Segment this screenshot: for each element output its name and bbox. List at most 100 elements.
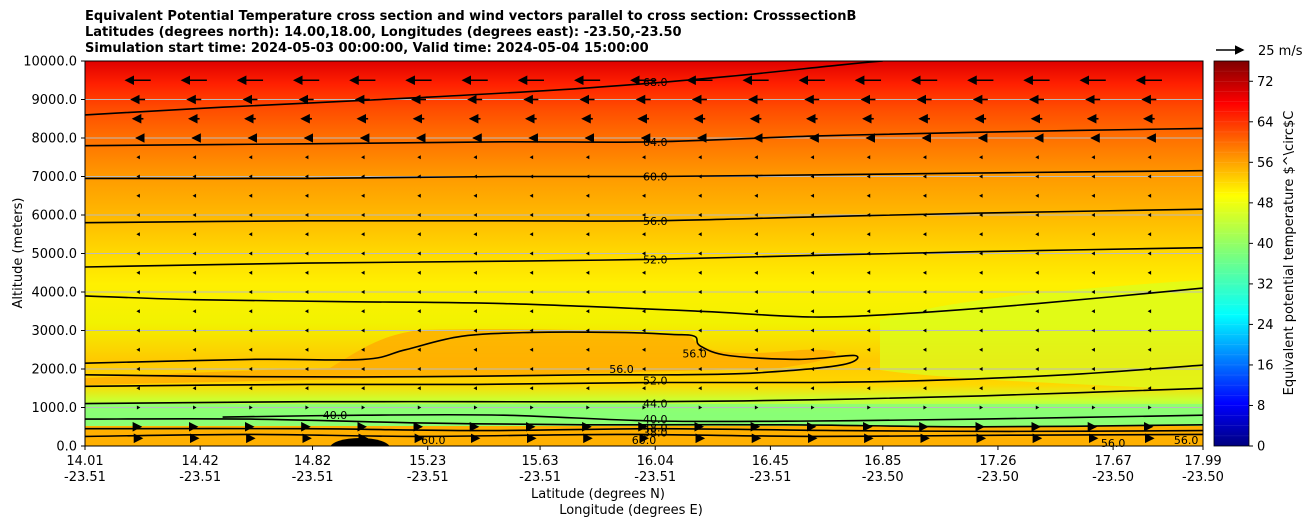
wind-arrow — [642, 347, 646, 352]
wind-arrow — [923, 405, 927, 410]
wind-arrow — [248, 155, 253, 160]
wind-arrow — [979, 328, 983, 333]
wind-arrow — [473, 251, 477, 256]
wind-arrow — [642, 251, 646, 256]
y-tick-label: 8000.0 — [32, 132, 78, 147]
wind-arrow — [529, 386, 534, 391]
x-tick-label-lat: 15.63 — [521, 454, 558, 469]
wind-arrow — [1035, 290, 1039, 294]
wind-arrow — [1091, 174, 1095, 179]
contour-label: 64.0 — [643, 136, 668, 149]
colorbar-tick-label: 64 — [1257, 115, 1274, 130]
contour-line — [222, 413, 1203, 423]
wind-arrow — [1091, 386, 1095, 391]
wind-arrow — [305, 405, 309, 410]
wind-arrow — [1147, 232, 1152, 237]
wind-arrow — [473, 193, 477, 198]
wind-arrow — [1035, 270, 1039, 275]
wind-arrow — [136, 232, 140, 237]
wind-arrow — [529, 251, 534, 256]
wind-arrow — [304, 213, 309, 217]
wind-arrow — [473, 174, 477, 179]
y-tick-label: 0.0 — [56, 440, 77, 455]
contour-label: 40.0 — [323, 409, 348, 422]
wind-arrow — [1091, 155, 1095, 160]
wind-arrow — [248, 232, 253, 237]
wind-arrow — [866, 251, 871, 256]
x-tick-label-lon: -23.51 — [407, 470, 449, 485]
wind-arrow — [698, 405, 703, 410]
wind-arrow — [473, 309, 477, 314]
x-tick-label-lat: 16.04 — [637, 454, 674, 469]
cool-region — [880, 280, 1203, 390]
contour-label: 56.0 — [1101, 437, 1126, 450]
x-tick-label-lat: 14.01 — [66, 454, 103, 469]
wind-arrow — [304, 270, 309, 275]
wind-arrow — [585, 309, 590, 314]
contour-label: 52.0 — [643, 375, 668, 388]
wind-arrow — [193, 405, 197, 410]
wind-arrow — [417, 386, 421, 391]
y-axis-label: Altitude (meters) — [11, 198, 26, 309]
wind-arrow — [473, 270, 477, 275]
contour-label: 56.0 — [1174, 434, 1199, 447]
wind-arrow — [754, 386, 758, 391]
wind-arrow — [1035, 405, 1040, 410]
wind-arrow — [417, 193, 421, 198]
wind-arrow — [361, 193, 365, 198]
y-tick-label: 4000.0 — [32, 286, 78, 301]
wind-arrow — [642, 232, 646, 237]
wind-arrow — [248, 386, 253, 391]
wind-arrow — [361, 386, 365, 391]
wind-arrow — [698, 232, 702, 237]
contour-line — [85, 127, 1203, 147]
wind-arrow — [866, 290, 871, 294]
colorbar-tick-label: 56 — [1257, 156, 1274, 171]
wind-arrow — [361, 405, 366, 410]
wind-arrow — [698, 328, 702, 333]
wind-arrow — [698, 155, 702, 160]
wind-arrow — [136, 405, 141, 410]
colorbar-tick-label: 72 — [1257, 75, 1274, 90]
contour-lines — [85, 61, 1203, 438]
wind-arrow — [136, 251, 140, 256]
wind-arrow — [810, 174, 815, 179]
wind-arrow — [529, 174, 534, 179]
wind-arrow — [642, 193, 646, 198]
wind-arrow — [192, 174, 197, 179]
wind-arrow — [642, 213, 646, 217]
wind-arrow — [417, 213, 421, 217]
wind-arrow — [192, 155, 197, 160]
contour-label: 60.0 — [643, 171, 668, 184]
wind-arrow — [1035, 347, 1039, 352]
wind-arrow — [642, 174, 646, 179]
contour-line — [85, 287, 1203, 318]
y-tick-label: 6000.0 — [32, 209, 78, 224]
wind-arrow — [1091, 270, 1095, 275]
wind-arrow — [361, 309, 365, 314]
wind-arrow — [1035, 251, 1039, 256]
wind-arrow — [248, 270, 253, 275]
y-tick-label: 9000.0 — [32, 93, 78, 108]
wind-arrow — [1147, 174, 1152, 179]
y-tick-label: 10000.0 — [23, 55, 77, 70]
wind-arrow — [136, 347, 140, 352]
contour-line — [85, 387, 1203, 405]
wind-arrow — [810, 347, 815, 352]
x-tick-label-lon: -23.50 — [977, 470, 1019, 485]
wind-arrow — [304, 193, 309, 198]
wind-arrow — [922, 193, 927, 198]
wind-arrow — [1035, 386, 1039, 391]
wind-arrow — [866, 347, 871, 352]
wind-arrow — [698, 193, 702, 198]
wind-arrow — [585, 213, 590, 217]
y-tick-label: 7000.0 — [32, 170, 78, 185]
surface-dark-blob — [330, 438, 390, 446]
wind-arrow — [417, 405, 422, 410]
contour-line — [85, 61, 883, 116]
wind-arrow — [417, 367, 421, 371]
wind-arrow — [698, 347, 702, 352]
wind-arrow — [922, 328, 927, 333]
wind-arrow — [922, 174, 927, 179]
